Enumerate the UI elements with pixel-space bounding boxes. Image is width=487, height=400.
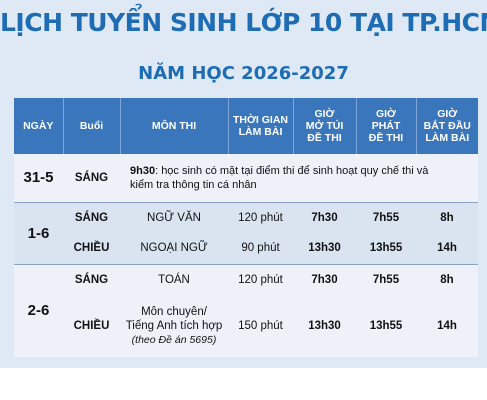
open-packet-time-cell: 13h30 [293,233,356,265]
open-packet-time-cell: 13h30 [293,295,356,357]
table-row: 2-6 SÁNG TOÁN 120 phút 7h30 7h55 8h [14,264,478,357]
header-thoi-gian-line2: LÀM BÀI [238,126,283,138]
header-mo-tui: GIỜ MỞ TÚI ĐỀ THI [293,98,357,154]
session-cell: SÁNG [63,154,120,203]
open-packet-time-cell: 7h30 [293,202,356,233]
note-line2: kiểm tra thông tin cá nhân [130,178,257,191]
header-phat-de: GIỜ PHÁT ĐỀ THI [356,98,417,154]
header-bat-dau-line1: GIỜ [437,108,458,120]
session-cell: CHIỀU [63,233,120,265]
header-mo-tui-line3: ĐỀ THI [307,132,342,144]
header-phat-de-line1: GIỜ [375,108,397,120]
session-cell: CHIỀU [63,295,120,357]
start-time-cell: 8h [416,264,478,295]
duration-cell: 90 phút [228,233,293,265]
subject-cell: NGOẠI NGỮ [120,233,228,265]
subject-cell: Môn chuyên/ Tiếng Anh tích hợp (theo Đề … [120,295,228,357]
table-header-row: NGÀY Buổi MÔN THI THỜI GIAN LÀM BÀI GIỜ … [14,98,478,154]
header-thoi-gian: THỜI GIAN LÀM BÀI [228,98,294,154]
distribute-time-cell: 13h55 [356,295,416,357]
header-buoi: Buổi [63,98,121,154]
start-time-cell: 8h [416,202,478,233]
note-time: 9h30 [130,164,156,177]
header-bat-dau-line3: LÀM BÀI [425,132,470,144]
header-phat-de-line3: ĐỀ THI [368,132,404,144]
note-line1: 9h30: học sinh có mặt tại điểm thi để si… [130,164,476,178]
day-cell: 2-6 [14,264,63,357]
header-phat-de-line2: PHÁT [371,120,401,132]
header-bat-dau-line2: BẮT ĐẦU [423,120,471,132]
table-row: 31-5 SÁNG 9h30: học sinh có mặt tại điểm… [14,154,478,203]
table-row: 1-6 SÁNG NGỮ VĂN 120 phút 7h30 7h55 8h [14,202,478,265]
subject-line1: Môn chuyên/ [141,306,207,318]
subject-cell: NGỮ VĂN [120,202,228,233]
open-packet-time-cell: 7h30 [293,264,356,295]
session-cell: SÁNG [63,264,120,295]
header-ngay: NGÀY [14,98,64,154]
subject-cell: TOÁN [120,264,228,295]
session-cell: SÁNG [63,202,120,233]
note-cell: 9h30: học sinh có mặt tại điểm thi để si… [120,154,478,203]
schedule-table: NGÀY Buổi MÔN THI THỜI GIAN LÀM BÀI GIỜ … [14,98,478,357]
note-text: : học sinh có mặt tại điểm thi để sinh h… [155,164,429,177]
distribute-time-cell: 7h55 [356,264,416,295]
subject-line3: (theo Đề án 5695) [131,334,217,346]
day-cell: 1-6 [14,202,63,265]
table-row: CHIỀU Môn chuyên/ Tiếng Anh tích hợp (th… [14,295,478,357]
duration-cell: 120 phút [228,264,293,295]
start-time-cell: 14h [416,233,478,265]
table-row: CHIỀU NGOẠI NGỮ 90 phút 13h30 13h55 14h [14,233,478,265]
distribute-time-cell: 7h55 [356,202,416,233]
duration-cell: 150 phút [228,295,293,357]
subject-line2: Tiếng Anh tích hợp [125,320,223,332]
day-cell: 31-5 [14,154,63,203]
header-mo-tui-line1: GIỜ [314,108,335,120]
header-bat-dau: GIỜ BẮT ĐẦU LÀM BÀI [416,98,478,154]
header-thoi-gian-line1: THỜI GIAN [232,114,289,126]
header-mon-thi: MÔN THI [120,98,229,154]
schedule-panel: LỊCH TUYỂN SINH LỚP 10 TẠI TP.HCM NĂM HỌ… [0,0,487,368]
page-title: LỊCH TUYỂN SINH LỚP 10 TẠI TP.HCM [0,8,487,37]
duration-cell: 120 phút [228,202,293,233]
start-time-cell: 14h [416,295,478,357]
page-subtitle: NĂM HỌC 2026-2027 [138,63,349,84]
distribute-time-cell: 13h55 [356,233,416,265]
header-mo-tui-line2: MỞ TÚI [305,120,344,132]
